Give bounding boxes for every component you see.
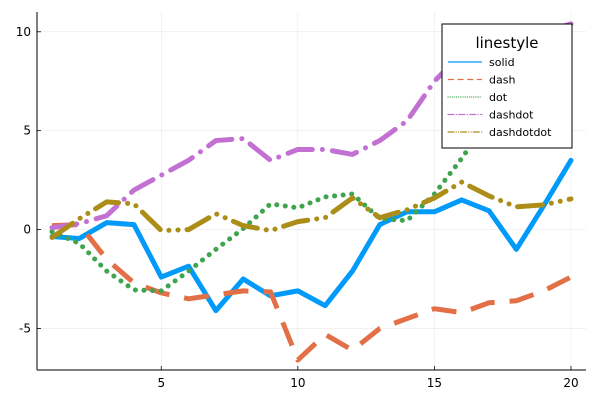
legend-item-dashdot: dashdot [447, 109, 534, 122]
series-line-dash [51, 222, 573, 363]
legend-label-dot: dot [489, 91, 508, 104]
legend-label-dashdotdot: dashdotdot [489, 126, 552, 139]
y-tick-label-5: 5 [23, 124, 31, 138]
legend-label-dashdot: dashdot [489, 109, 534, 122]
axes [36, 12, 586, 371]
legend-label-solid: solid [489, 56, 515, 69]
y-tick-label--5: -5 [19, 321, 31, 335]
x-tick-label-10: 10 [290, 376, 305, 390]
legend-item-solid: solid [448, 56, 515, 69]
x-tick-label-20: 20 [563, 376, 578, 390]
legend-label-dash: dash [489, 74, 515, 87]
tick-labels: 5 10 15 20 -5 0 5 10 [16, 25, 579, 390]
legend-title: linestyle [475, 34, 538, 52]
legend-item-dash: dash [448, 74, 515, 87]
y-tick-label-0: 0 [23, 223, 31, 237]
legend-item-dashdotdot: dashdotdot [447, 126, 552, 139]
legend-item-dot: dot [447, 91, 508, 104]
legend-box [441, 23, 573, 149]
x-tick-label-5: 5 [157, 376, 165, 390]
series-line-solid [49, 157, 574, 314]
x-tick-label-15: 15 [427, 376, 442, 390]
series-line-dashdotdot [49, 179, 574, 240]
y-tick-label-10: 10 [16, 25, 31, 39]
